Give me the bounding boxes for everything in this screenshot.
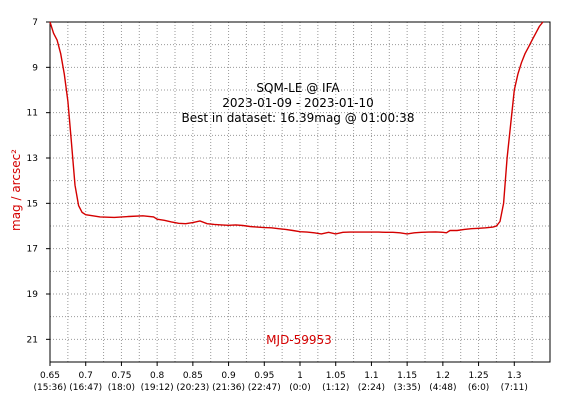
y-tick-label: 17 [27,245,38,255]
x-tick-label: 1 [297,371,303,381]
x-tick-time-label: (3:35) [394,383,421,393]
series-line [49,21,544,235]
x-tick-time-label: (15:36) [34,383,67,393]
x-tick-time-label: (20:23) [176,383,209,393]
x-tick-label: 0.75 [111,371,131,381]
x-tick-time-label: (7:11) [501,383,528,393]
axes: 0.65 (15:36) 0.7 (16:47) 0.75 (18:0) 0.8 (19:12… [27,18,528,393]
x-tick-time-label: (2:24) [358,383,385,393]
x-tick-label: 1.2 [436,371,450,381]
x-tick-time-label: (4:48) [429,383,456,393]
y-tick-label: 11 [27,109,38,119]
chart-title-line-3: Best in dataset: 16.39mag @ 01:00:38 [182,111,415,125]
mjd-annotation: MJD-59953 [266,333,332,347]
y-axis-label: mag / arcsec² [9,149,23,231]
x-tick-label: 0.8 [150,371,165,381]
x-tick-time-label: (19:12) [141,383,174,393]
x-tick-label: 0.9 [221,371,236,381]
x-tick-label: 0.95 [254,371,274,381]
chart-title-line-2: 2023-01-09 - 2023-01-10 [222,96,373,110]
x-tick-label: 0.7 [79,371,93,381]
y-tick-label: 9 [32,63,38,73]
y-tick-label: 13 [27,154,38,164]
x-tick-time-label: (22:47) [248,383,281,393]
y-tick-label: 19 [27,290,39,300]
x-tick-time-label: (6:0) [468,383,490,393]
x-tick-label: 1.05 [326,371,346,381]
x-tick-time-label: (18:0) [108,383,135,393]
x-tick-label: 0.85 [183,371,203,381]
x-tick-time-label: (1:12) [322,383,349,393]
grid-lines [50,22,550,362]
x-tick-time-label: (16:47) [69,383,102,393]
chart-title-line-1: SQM-LE @ IFA [256,81,340,95]
x-tick-label: 1.25 [469,371,489,381]
y-tick-label: 21 [27,335,38,345]
x-tick-time-label: (0:0) [289,383,311,393]
x-tick-label: 1.15 [397,371,417,381]
x-tick-label: 1.1 [364,371,378,381]
x-tick-label: 1.3 [507,371,521,381]
x-tick-time-label: (21:36) [212,383,245,393]
y-tick-label: 15 [27,199,38,209]
y-tick-label: 7 [32,18,38,28]
x-tick-label: 0.65 [40,371,60,381]
